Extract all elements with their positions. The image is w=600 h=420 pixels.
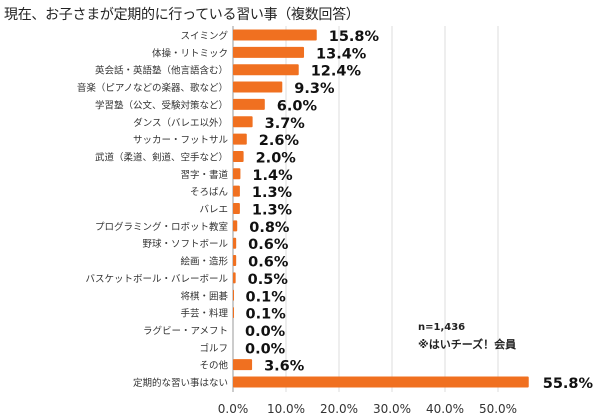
category-label: 将棋・囲碁 bbox=[180, 290, 228, 302]
value-label: 3.7% bbox=[265, 116, 306, 132]
category-label: サッカー・フットサル bbox=[133, 135, 229, 146]
category-label: ゴルフ bbox=[199, 342, 228, 354]
value-label: 0.1% bbox=[246, 307, 287, 323]
member-note: ※はいチーズ！会員 bbox=[418, 338, 517, 351]
category-label: ラグビー・アメフト bbox=[143, 325, 228, 337]
category-label: 絵画・造形 bbox=[180, 256, 228, 268]
category-label: スイミング bbox=[180, 30, 228, 42]
category-label: 英会話・英語塾（他言語含む） bbox=[95, 65, 228, 77]
value-label: 3.6% bbox=[264, 359, 305, 375]
category-label: 野球・ソフトボール bbox=[142, 238, 228, 250]
value-label: 12.4% bbox=[311, 64, 362, 80]
bar bbox=[233, 46, 305, 58]
category-label: 習字・書道 bbox=[180, 169, 228, 181]
bar bbox=[233, 168, 241, 180]
bar bbox=[233, 307, 234, 319]
value-label: 1.4% bbox=[252, 168, 293, 184]
bar bbox=[233, 203, 240, 214]
value-label: 2.6% bbox=[259, 133, 300, 149]
bar bbox=[233, 98, 265, 110]
value-label: 0.0% bbox=[245, 341, 286, 357]
bar bbox=[233, 185, 240, 197]
value-label: 55.8% bbox=[543, 376, 594, 392]
category-label: バスケットボール・バレーボール bbox=[85, 274, 228, 285]
category-label: 武道（柔道、剣道、空手など） bbox=[95, 151, 228, 163]
category-label: ダンス（バレエ以外） bbox=[133, 117, 228, 129]
category-label: 手芸・料理 bbox=[180, 308, 228, 320]
bar bbox=[233, 220, 238, 232]
category-label: 定期的な習い事はない bbox=[133, 377, 228, 389]
value-label: 0.6% bbox=[248, 237, 289, 253]
bar bbox=[233, 255, 237, 267]
value-label: 0.1% bbox=[246, 289, 287, 305]
sample-size-note: n=1,436 bbox=[418, 322, 466, 333]
value-label: 1.3% bbox=[252, 203, 293, 219]
bar bbox=[233, 289, 234, 301]
x-tick-label: 20.0% bbox=[320, 402, 358, 416]
bar bbox=[233, 359, 253, 371]
x-tick-label: 10.0% bbox=[267, 402, 305, 416]
bar bbox=[233, 133, 247, 145]
bar bbox=[233, 116, 253, 128]
x-tick-label: 0.0% bbox=[218, 402, 249, 416]
value-label: 0.8% bbox=[249, 220, 290, 236]
x-tick-label: 30.0% bbox=[373, 402, 411, 416]
bar bbox=[233, 29, 317, 41]
bar bbox=[233, 81, 283, 93]
bar bbox=[233, 376, 529, 388]
value-label: 0.0% bbox=[245, 324, 286, 340]
category-label: プログラミング・ロボット教室 bbox=[95, 221, 228, 233]
category-label: 学習塾（公文、受験対策など） bbox=[95, 99, 228, 111]
bar bbox=[233, 64, 299, 76]
category-label: その他 bbox=[199, 360, 228, 372]
value-label: 1.3% bbox=[252, 185, 293, 201]
bar bbox=[233, 150, 244, 162]
category-label: 音楽（ピアノなどの楽器、歌など） bbox=[77, 82, 228, 94]
value-label: 15.8% bbox=[329, 29, 380, 45]
value-label: 2.0% bbox=[256, 150, 297, 166]
value-label: 0.6% bbox=[248, 255, 289, 271]
category-label: バレエ bbox=[199, 205, 228, 216]
bar bbox=[233, 237, 237, 249]
value-label: 13.4% bbox=[316, 46, 367, 62]
x-tick-label: 40.0% bbox=[426, 402, 464, 416]
bar bbox=[233, 272, 236, 284]
value-label: 9.3% bbox=[294, 81, 335, 97]
category-label: そろばん bbox=[190, 187, 228, 198]
value-label: 0.5% bbox=[248, 272, 289, 288]
category-label: 体操・リトミック bbox=[152, 47, 228, 59]
value-label: 6.0% bbox=[277, 98, 318, 114]
x-tick-label: 50.0% bbox=[479, 402, 517, 416]
chart-title: 現在、お子さまが定期的に行っている習い事（複数回答） bbox=[4, 7, 360, 23]
